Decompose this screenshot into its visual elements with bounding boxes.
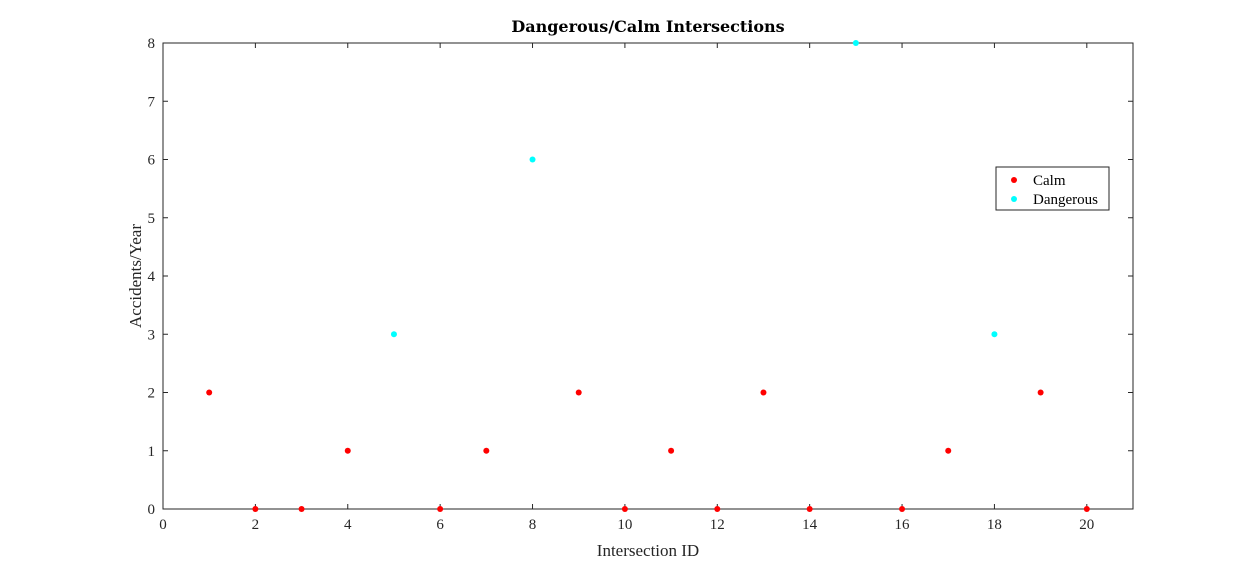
x-tick-label: 12 bbox=[710, 517, 725, 533]
y-tick-label: 8 bbox=[148, 36, 156, 52]
x-tick-label: 18 bbox=[987, 517, 1002, 533]
chart-title: Dangerous/Calm Intersections bbox=[511, 17, 784, 36]
x-tick-label: 6 bbox=[436, 517, 444, 533]
data-point bbox=[298, 506, 305, 512]
legend-entry: Dangerous bbox=[1033, 192, 1098, 208]
y-tick-label: 6 bbox=[148, 153, 156, 169]
data-point bbox=[1083, 506, 1090, 512]
data-point bbox=[668, 447, 675, 454]
y-tick-label: 2 bbox=[148, 386, 156, 402]
data-point bbox=[806, 506, 813, 512]
x-tick-label: 14 bbox=[802, 517, 818, 533]
x-tick-label: 16 bbox=[895, 517, 911, 533]
data-point bbox=[760, 389, 767, 396]
data-points bbox=[206, 40, 1090, 512]
y-tick-label: 0 bbox=[148, 502, 156, 518]
data-point bbox=[206, 389, 213, 396]
data-point bbox=[714, 506, 721, 512]
data-point bbox=[437, 506, 444, 512]
data-point bbox=[483, 447, 490, 454]
legend-entry: Calm bbox=[1033, 173, 1066, 189]
x-axis-label: Intersection ID bbox=[597, 541, 699, 560]
legend-marker bbox=[1011, 177, 1017, 183]
data-point bbox=[252, 506, 259, 512]
data-point bbox=[529, 156, 536, 163]
plot-area bbox=[162, 42, 1134, 510]
data-point bbox=[621, 506, 628, 512]
x-tick-label: 2 bbox=[252, 517, 260, 533]
x-tick-label: 0 bbox=[159, 517, 167, 533]
y-axis-label: Accidents/Year bbox=[126, 224, 145, 328]
y-tick-label: 1 bbox=[148, 444, 156, 460]
y-tick-label: 3 bbox=[148, 327, 156, 343]
legend-marker bbox=[1011, 196, 1017, 202]
y-tick-label: 4 bbox=[148, 269, 156, 285]
x-tick-label: 20 bbox=[1079, 517, 1094, 533]
data-point bbox=[344, 447, 351, 454]
legend: Calm Dangerous bbox=[995, 166, 1110, 211]
y-tick-label: 5 bbox=[148, 211, 156, 227]
data-point bbox=[945, 447, 952, 454]
data-point bbox=[899, 506, 906, 512]
data-point bbox=[1037, 389, 1044, 396]
data-point bbox=[991, 331, 998, 338]
data-point bbox=[852, 40, 859, 46]
x-tick-label: 4 bbox=[344, 517, 352, 533]
plot-frame bbox=[162, 42, 1134, 510]
y-tick-label: 7 bbox=[148, 94, 156, 110]
x-tick-label: 8 bbox=[529, 517, 537, 533]
series-dangerous bbox=[390, 40, 998, 338]
legend-box bbox=[995, 166, 1110, 211]
data-point bbox=[575, 389, 582, 396]
data-point bbox=[390, 331, 397, 338]
series-calm bbox=[206, 389, 1090, 512]
x-tick-label: 10 bbox=[617, 517, 632, 533]
